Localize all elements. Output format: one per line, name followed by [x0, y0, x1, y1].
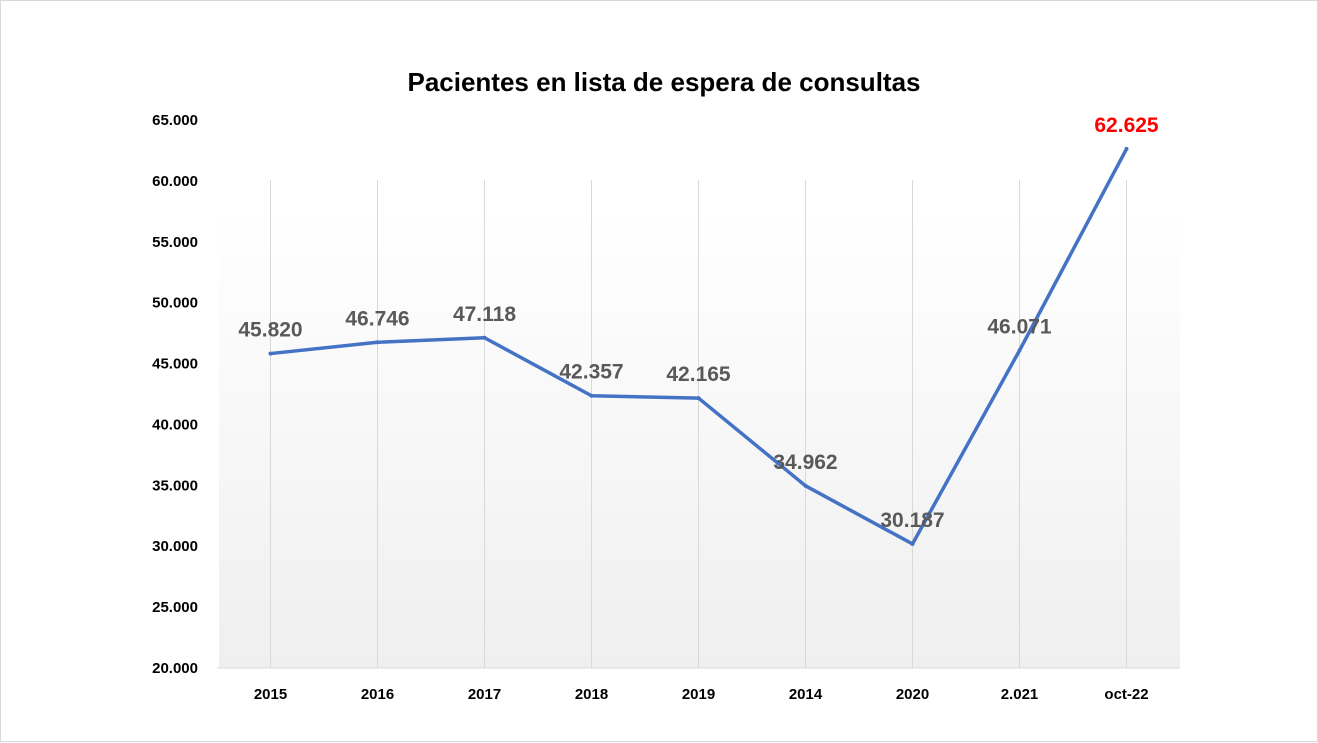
data-point [910, 541, 915, 546]
data-label: 62.625 [1094, 114, 1159, 137]
axes: 65.000 60.000 55.000 50.000 45.000 40.000 35.0… [152, 112, 1180, 703]
plot-area-background [219, 211, 1180, 668]
chart-title: Pacientes en lista de espera de consulta… [407, 67, 920, 97]
x-tick-label: 2018 [575, 686, 608, 703]
x-tick-label: oct-22 [1104, 686, 1148, 703]
y-tick-label: 50.000 [152, 295, 198, 312]
y-tick-label: 30.000 [152, 538, 198, 555]
y-tick-label: 40.000 [152, 416, 198, 433]
x-tick-label: 2014 [789, 686, 823, 703]
data-label: 30.187 [880, 509, 944, 532]
data-label: 45.820 [238, 319, 302, 342]
x-tick-label: 2015 [254, 686, 287, 703]
y-tick-label: 55.000 [152, 234, 198, 251]
data-point [375, 340, 380, 345]
y-tick-label: 45.000 [152, 356, 198, 373]
y-tick-label: 60.000 [152, 173, 198, 190]
y-tick-label: 65.000 [152, 112, 198, 129]
x-tick-label: 2.021 [1001, 686, 1039, 703]
data-labels: 45.820 46.746 47.118 42.357 42.165 34.962 30.1… [238, 114, 1159, 532]
data-label: 46.746 [345, 307, 409, 330]
data-point [482, 335, 487, 340]
x-tick-label: 2020 [896, 686, 929, 703]
series-layer [268, 146, 1129, 546]
data-point [268, 351, 273, 356]
data-point [803, 483, 808, 488]
y-tick-label: 25.000 [152, 599, 198, 616]
x-tick-label: 2017 [468, 686, 501, 703]
data-point [589, 393, 594, 398]
y-tick-label: 35.000 [152, 477, 198, 494]
gridlines [270, 180, 1127, 668]
data-label: 34.962 [773, 451, 837, 474]
x-tick-label: 2019 [682, 686, 715, 703]
y-tick-label: 20.000 [152, 660, 198, 677]
data-point [1017, 348, 1022, 353]
x-tick-label: 2016 [361, 686, 394, 703]
data-label: 42.165 [666, 363, 731, 386]
data-point [1124, 146, 1129, 151]
data-label: 46.071 [987, 316, 1052, 339]
data-label: 47.118 [453, 303, 516, 326]
data-point [696, 396, 701, 401]
data-label: 42.357 [559, 361, 623, 384]
